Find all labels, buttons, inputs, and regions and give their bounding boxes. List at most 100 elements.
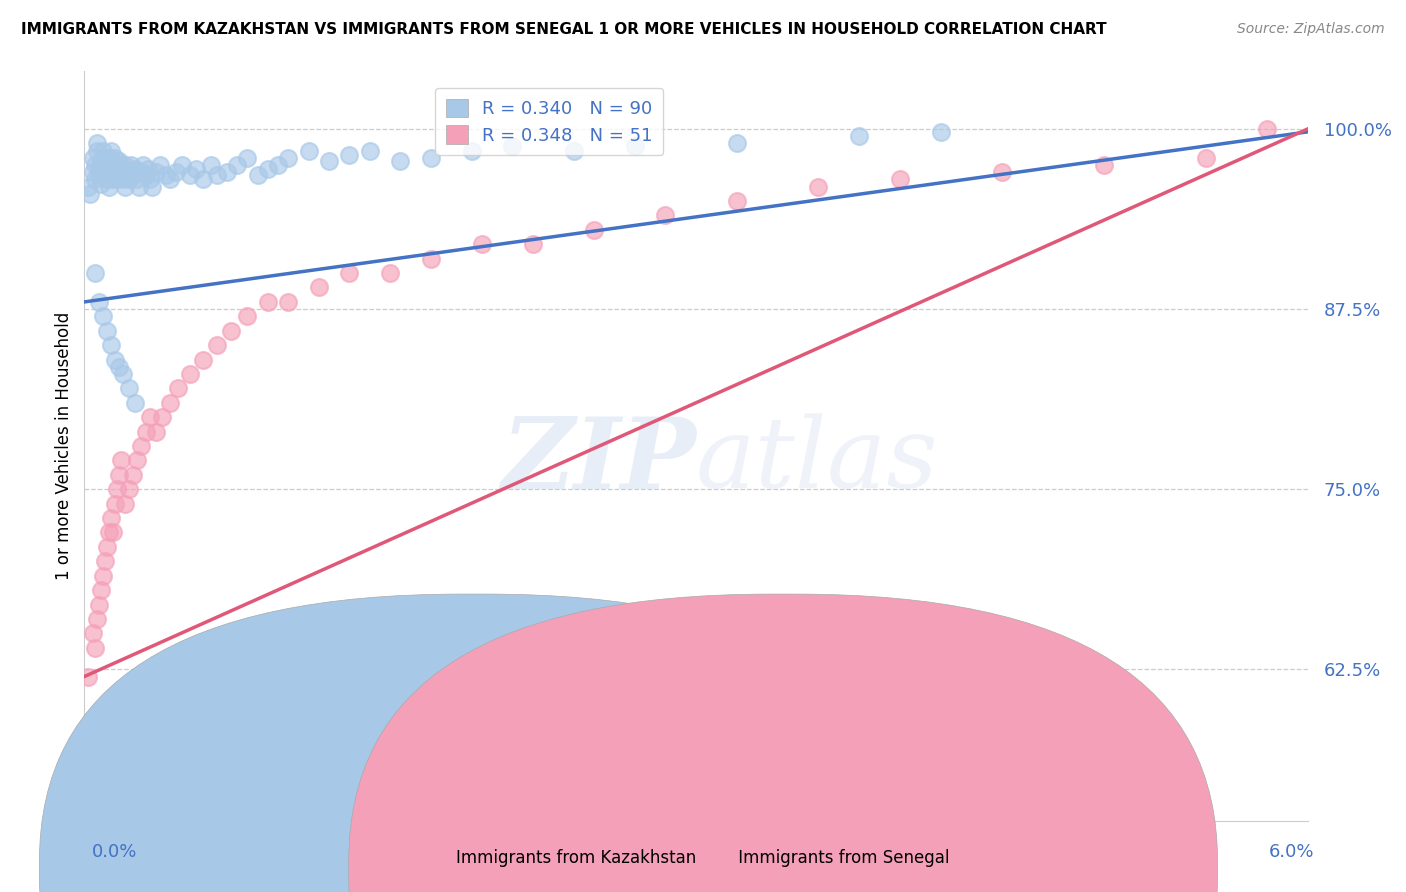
Point [807,179,830,194]
Point [96,158,118,172]
Point [522,237,544,252]
Point [114,179,136,194]
Point [90,727,112,741]
Point [115,165,138,179]
Point [191,172,214,186]
Point [205,168,228,182]
Point [86,136,108,151]
Point [114,497,136,511]
Point [91,158,114,172]
Point [86,612,108,626]
Text: Immigrants from Kazakhstan        Immigrants from Senegal: Immigrants from Kazakhstan Immigrants fr… [457,849,949,867]
Point [159,396,181,410]
Point [90,583,112,598]
Point [100,511,122,525]
Point [77,179,100,194]
Point [124,162,146,177]
Point [135,168,157,182]
Point [131,439,153,453]
Text: 6.0%: 6.0% [1270,843,1315,861]
Point [100,144,122,158]
Point [101,165,124,179]
Point [471,237,494,252]
Point [200,158,222,172]
Point [87,598,110,612]
Point [90,177,112,191]
Point [135,425,157,439]
Point [104,158,127,172]
Point [110,453,132,467]
Point [118,482,141,496]
Point [298,144,321,158]
Point [246,168,269,182]
Point [97,151,120,165]
Point [100,338,122,352]
Point [122,467,145,482]
Point [101,525,124,540]
Point [339,266,361,280]
Point [105,165,128,179]
Point [318,153,340,168]
Point [93,151,115,165]
Point [83,158,105,172]
Legend: R = 0.340   N = 90, R = 0.348   N = 51: R = 0.340 N = 90, R = 0.348 N = 51 [434,88,664,155]
Point [179,168,201,182]
Point [1195,151,1218,165]
Point [267,158,290,172]
Point [104,497,127,511]
Point [131,165,153,179]
Point [104,698,127,713]
Point [97,179,120,194]
Point [725,194,748,208]
Point [118,381,141,395]
Point [359,144,381,158]
Point [420,151,443,165]
Point [112,367,135,381]
Point [1256,122,1278,136]
Point [191,352,214,367]
Point [141,179,163,194]
Point [91,144,114,158]
Point [257,294,280,309]
Point [583,223,606,237]
Point [380,266,402,280]
Point [277,151,299,165]
Point [104,151,127,165]
Point [236,151,259,165]
Point [205,338,228,352]
Point [108,162,131,177]
Point [87,168,110,182]
Point [100,158,122,172]
Text: Source: ZipAtlas.com: Source: ZipAtlas.com [1237,22,1385,37]
Text: atlas: atlas [696,413,939,508]
Point [145,165,167,179]
Point [217,165,239,179]
Point [929,125,952,139]
Point [138,410,160,425]
Point [124,396,146,410]
Point [186,162,208,177]
Point [101,172,124,186]
Point [110,168,132,182]
Point [654,209,676,223]
Text: 0.0%: 0.0% [91,843,136,861]
Point [165,165,187,179]
Point [120,158,142,172]
Point [83,640,105,655]
Point [167,381,190,395]
Point [277,294,299,309]
Point [257,162,280,177]
Point [83,172,105,186]
Point [82,151,104,165]
Point [77,669,100,683]
Point [179,367,201,381]
Point [308,280,330,294]
Point [150,410,173,425]
Point [87,294,110,309]
Point [108,153,131,168]
Point [502,139,524,153]
Point [159,172,181,186]
Point [90,153,112,168]
Point [110,158,132,172]
Point [93,165,115,179]
